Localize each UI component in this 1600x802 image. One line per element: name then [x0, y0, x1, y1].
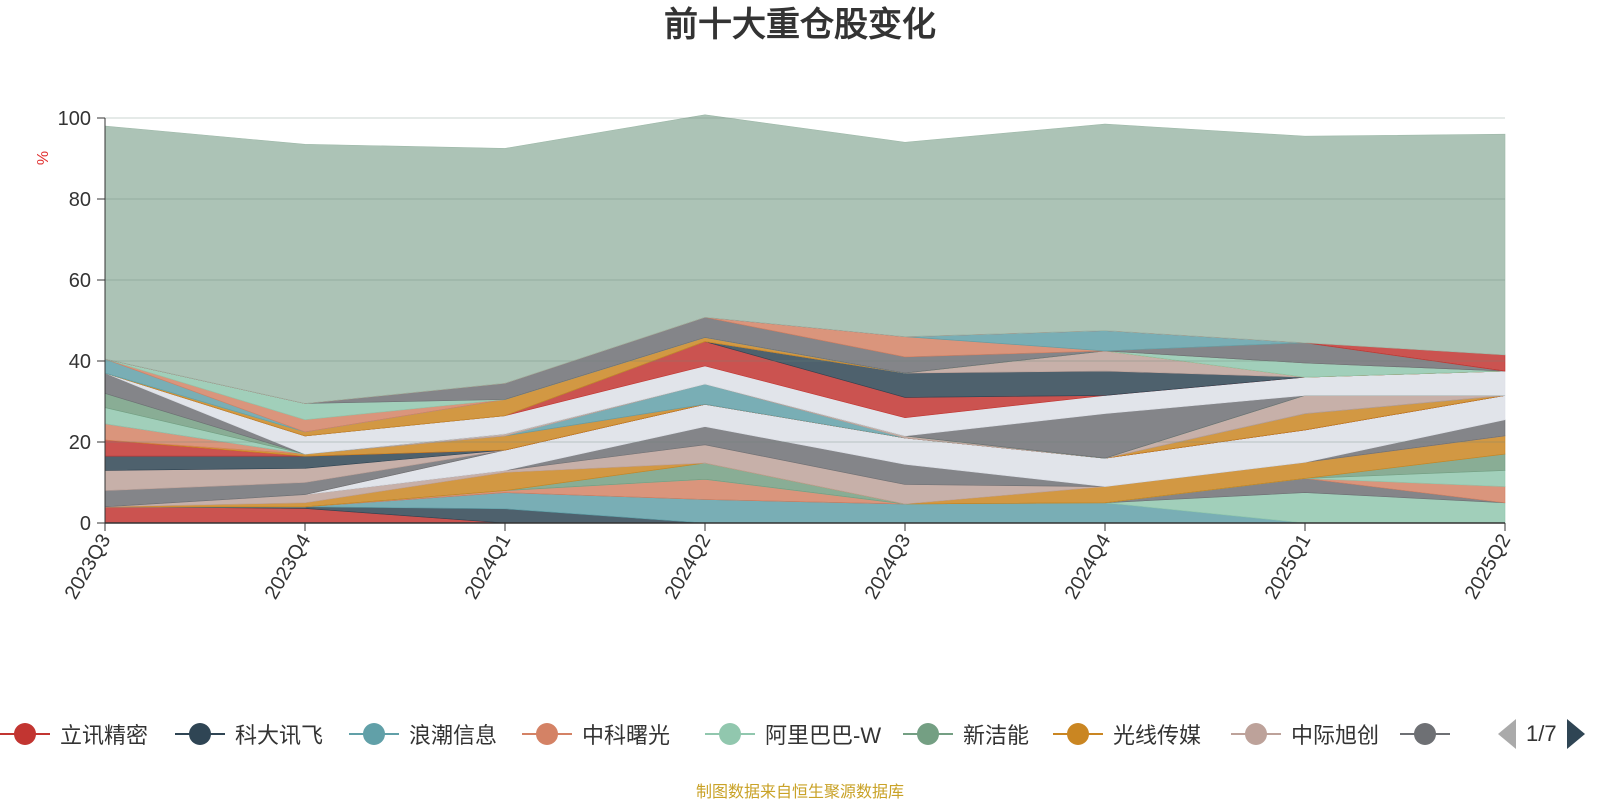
legend-label: 浪潮信息	[409, 723, 498, 748]
x-tick-label-4: 2024Q3	[861, 531, 916, 604]
pager-next-icon[interactable]	[1566, 719, 1585, 749]
x-tick-label-5: 2024Q4	[1061, 531, 1116, 604]
legend-item-3[interactable]: 中科曙光	[522, 716, 670, 752]
legend-label: 阿里巴巴-W	[765, 723, 882, 748]
y-tick-label-5: 100	[58, 108, 91, 130]
chart-title: 前十大重仓股变化	[664, 6, 936, 44]
legend-item-0[interactable]: 立讯精密	[0, 716, 148, 752]
legend-item-2[interactable]: 浪潮信息	[349, 716, 497, 752]
x-tick-label-6: 2025Q1	[1261, 531, 1316, 604]
legend-label: 新洁能	[963, 723, 1030, 748]
legend-marker-icon	[175, 716, 225, 752]
chart-plot: 0 20 40 60 80 100% 2023Q3 2023Q4 2024Q1 2024Q2 202…	[35, 108, 1516, 604]
legend-marker-icon	[705, 716, 755, 752]
pager-page-indicator: 1/7	[1526, 721, 1557, 746]
legend-label: 光线传媒	[1113, 723, 1202, 748]
legend-marker-icon	[1231, 716, 1281, 752]
legend-marker-icon	[1400, 716, 1450, 752]
x-tick-label-0: 2023Q3	[61, 531, 116, 604]
grid-lines	[105, 117, 1505, 443]
legend-label: 科大讯飞	[235, 723, 324, 748]
legend-label: 中科曙光	[582, 723, 671, 748]
y-tick-label-0: 0	[80, 513, 91, 535]
area-series-37	[104, 114, 1506, 404]
legend-item-6[interactable]: 光线传媒	[1053, 716, 1201, 752]
y-tick-label-1: 20	[69, 432, 91, 454]
pager-prev-icon[interactable]	[1498, 719, 1516, 749]
legend-item-7[interactable]: 中际旭创	[1231, 716, 1379, 752]
legend-item-8[interactable]	[1400, 716, 1450, 752]
legend-marker-icon	[349, 716, 399, 752]
x-tick-label-1: 2023Q4	[261, 531, 316, 604]
legend-pager: 1/7	[1498, 716, 1585, 752]
source-note: 制图数据来自恒生聚源数据库	[695, 784, 904, 801]
y-tick-label-2: 40	[69, 351, 91, 373]
legend: 立讯精密 科大讯飞 浪潮信息 中科曙光 阿里巴巴-W 新洁能 光线传媒 中际旭创	[0, 716, 1600, 752]
legend-label: 立讯精密	[60, 723, 149, 748]
legend-label: 中际旭创	[1291, 723, 1380, 748]
legend-item-4[interactable]: 阿里巴巴-W	[705, 716, 881, 752]
x-tick-label-3: 2024Q2	[661, 531, 716, 604]
legend-marker-icon	[903, 716, 953, 752]
legend-item-5[interactable]: 新洁能	[903, 716, 1029, 752]
legend-item-1[interactable]: 科大讯飞	[175, 716, 323, 752]
y-tick-label-3: 60	[69, 270, 91, 292]
x-tick-label-2: 2024Q1	[461, 531, 516, 604]
legend-marker-icon	[522, 716, 572, 752]
area-series-group	[104, 114, 1506, 524]
y-axis-label: %	[35, 151, 52, 165]
y-tick-label-4: 80	[69, 189, 91, 211]
legend-marker-icon	[0, 716, 50, 752]
x-tick-label-7: 2025Q2	[1461, 531, 1516, 604]
legend-marker-icon	[1053, 716, 1103, 752]
